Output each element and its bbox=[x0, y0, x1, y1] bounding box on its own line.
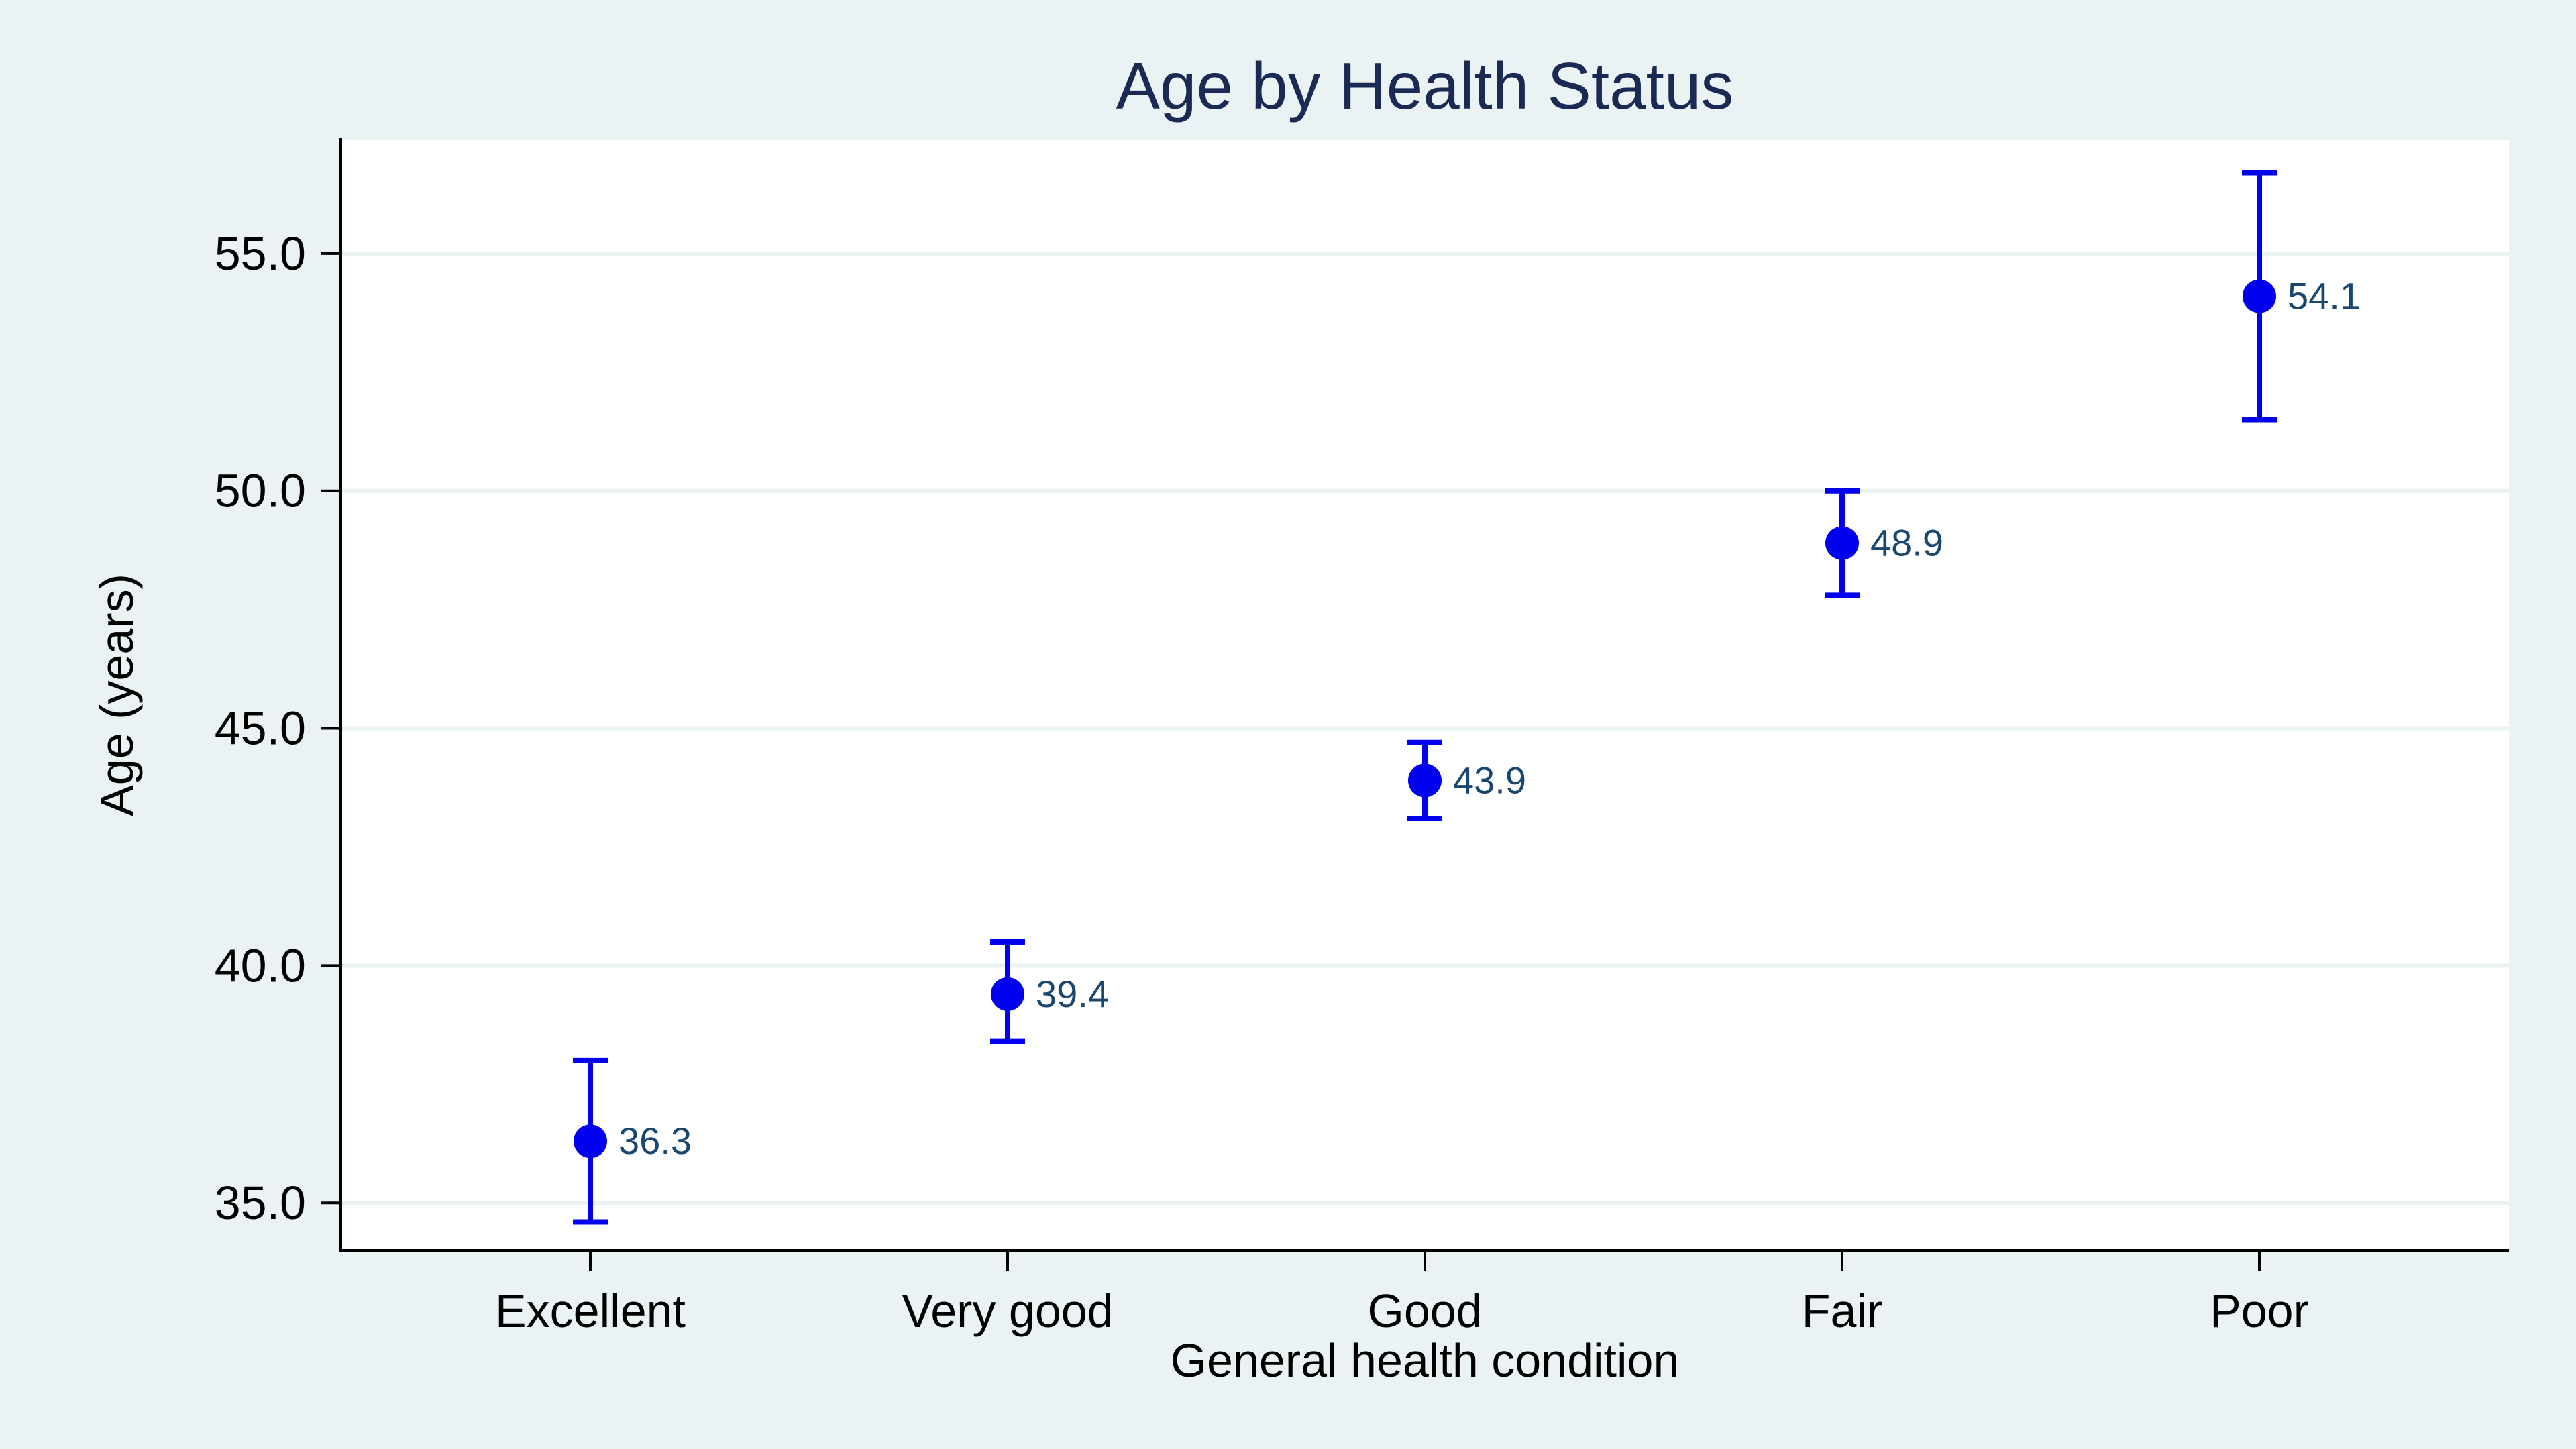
x-axis-ticks: Excellent Very good Good Fair Poor bbox=[495, 1250, 2309, 1337]
y-tick-label: 55.0 bbox=[215, 227, 306, 280]
x-axis-label: General health condition bbox=[1171, 1334, 1680, 1387]
x-tick-label: Good bbox=[1367, 1285, 1482, 1337]
data-label: 39.4 bbox=[1036, 973, 1109, 1015]
value-labels: 36.3 39.4 43.9 48.9 54.1 bbox=[619, 275, 2361, 1163]
data-label: 48.9 bbox=[1870, 522, 1943, 564]
data-point bbox=[2243, 279, 2276, 313]
data-points bbox=[574, 279, 2276, 1159]
x-tick-label: Very good bbox=[902, 1285, 1113, 1337]
gridlines bbox=[341, 251, 2509, 1205]
x-tick-label: Poor bbox=[2210, 1285, 2309, 1337]
y-tick-label: 40.0 bbox=[215, 939, 306, 991]
data-point bbox=[1408, 763, 1442, 798]
data-label: 43.9 bbox=[1453, 759, 1526, 801]
data-label: 54.1 bbox=[2288, 275, 2361, 317]
data-point bbox=[574, 1124, 607, 1159]
data-point bbox=[991, 977, 1024, 1011]
x-tick-label: Fair bbox=[1802, 1285, 1883, 1337]
data-point bbox=[1825, 526, 1859, 560]
data-label: 36.3 bbox=[619, 1120, 692, 1162]
x-tick-label: Excellent bbox=[495, 1285, 686, 1337]
y-axis-label: Age (years) bbox=[91, 574, 143, 816]
y-axis-ticks: 35.0 40.0 45.0 50.0 55.0 bbox=[215, 227, 341, 1229]
plot-area bbox=[341, 140, 2509, 1250]
y-tick-label: 35.0 bbox=[215, 1177, 306, 1229]
y-tick-label: 45.0 bbox=[215, 702, 306, 755]
chart-title: Age by Health Status bbox=[1116, 49, 1734, 123]
y-tick-label: 50.0 bbox=[215, 465, 306, 517]
